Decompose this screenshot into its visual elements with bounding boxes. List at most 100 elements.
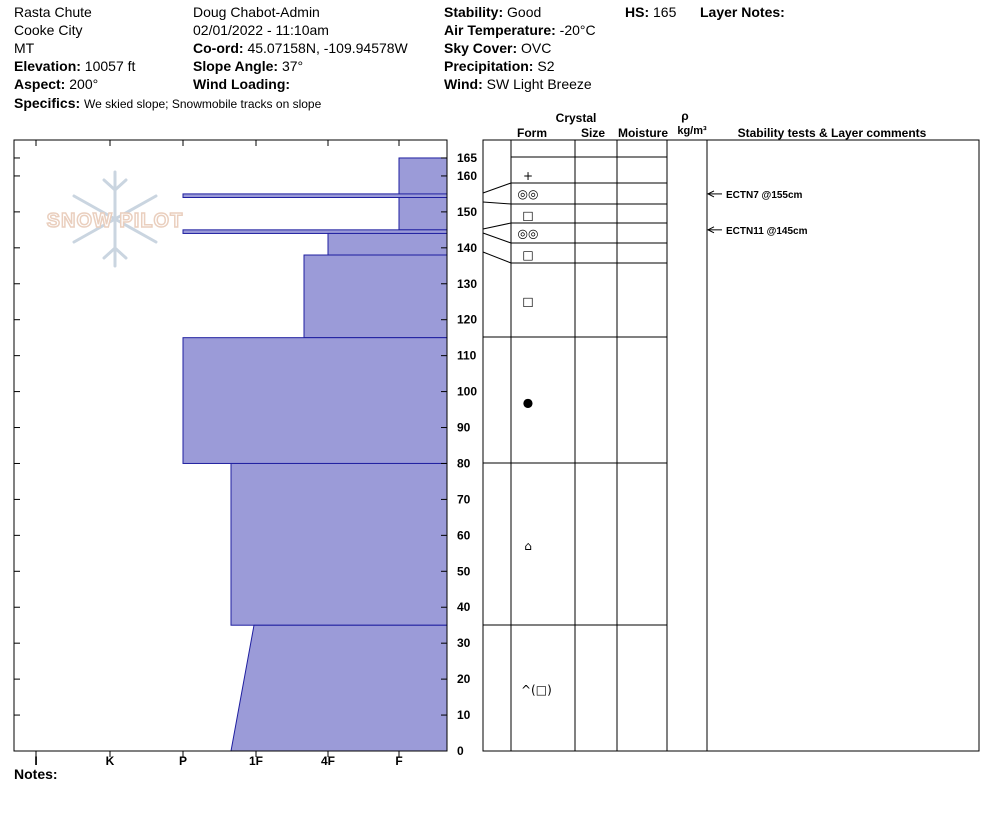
aspect-label: Aspect: bbox=[14, 76, 66, 92]
observation-datetime: 02/01/2022 - 11:10am bbox=[193, 22, 329, 38]
chart-frame bbox=[13, 139, 448, 752]
specifics-label: Specifics: bbox=[14, 95, 81, 111]
sky-label: Sky Cover: bbox=[444, 40, 518, 56]
aspect: Aspect: 200° bbox=[14, 75, 98, 93]
snow-height: HS: 165 bbox=[625, 3, 676, 21]
depth-tick-label: 130 bbox=[457, 277, 477, 291]
hardness-layer bbox=[182, 229, 448, 234]
depth-tick-label: 20 bbox=[457, 672, 471, 686]
grain-form-symbol: ◎◎ bbox=[518, 187, 539, 201]
grain-form-symbol: □ bbox=[522, 248, 533, 262]
hs-label: HS: bbox=[625, 4, 650, 20]
header-crystal: Crystal bbox=[556, 111, 597, 125]
stability-value: Good bbox=[507, 4, 542, 20]
wind-loading-label: Wind Loading: bbox=[193, 76, 291, 92]
depth-tick-label: 50 bbox=[457, 564, 471, 578]
depth-tick-label: 10 bbox=[457, 708, 471, 722]
snowflake-icon bbox=[72, 170, 158, 268]
specifics: Specifics: We skied slope; Snowmobile tr… bbox=[14, 94, 321, 113]
hardness-layer bbox=[303, 254, 448, 339]
stability-label: Stability: bbox=[444, 4, 504, 20]
stability: Stability: Good bbox=[444, 3, 541, 21]
depth-tick-label: 40 bbox=[457, 600, 471, 614]
grain-form-symbol: ^(□) bbox=[521, 683, 552, 697]
sky-value: OVC bbox=[521, 40, 552, 56]
stability-note: ECTN11 @145cm bbox=[726, 226, 808, 237]
depth-tick-label: 120 bbox=[457, 313, 477, 327]
layer-notes: Layer Notes: bbox=[700, 3, 785, 21]
depth-connector bbox=[482, 232, 512, 244]
depth-tick-label: 30 bbox=[457, 636, 471, 650]
observer-name: Doug Chabot-Admin bbox=[193, 4, 320, 20]
snowpilot-logo: SNOW PILOT bbox=[46, 170, 183, 268]
precip-value: S2 bbox=[537, 58, 555, 74]
hs-value: 165 bbox=[653, 4, 677, 20]
table-frame bbox=[482, 139, 980, 752]
depth-tick-label: 90 bbox=[457, 421, 471, 435]
wind: Wind: SW Light Breeze bbox=[444, 75, 592, 93]
hardness-layer bbox=[327, 232, 448, 256]
slope-label: Slope Angle: bbox=[193, 58, 279, 74]
specifics-value: We skied slope; Snowmobile tracks on slo… bbox=[84, 97, 322, 111]
elevation-label: Elevation: bbox=[14, 58, 81, 74]
profile-frame bbox=[13, 139, 448, 752]
layer-notes-label: Layer Notes: bbox=[700, 4, 785, 20]
hardness-tick-label: F bbox=[395, 754, 402, 768]
air-temp-value: -20°C bbox=[559, 22, 596, 38]
arrowhead-icon bbox=[706, 190, 715, 198]
air-temperature: Air Temperature: -20°C bbox=[444, 21, 596, 39]
depth-connector bbox=[482, 222, 512, 230]
layer-table: + ◎◎ □ ◎◎ □ □ ● ⌂ ^(□) ECTN7 @155cm ECTN11 @145cm bbox=[482, 139, 980, 752]
depth-tick-label: 160 bbox=[457, 169, 477, 183]
depth-tick-label: 60 bbox=[457, 528, 471, 542]
notes: Notes: bbox=[14, 765, 58, 783]
depth-tick-label: 0 bbox=[457, 744, 464, 758]
hardness-tick-label: 4F bbox=[321, 754, 335, 768]
arrowhead-icon bbox=[706, 226, 715, 234]
grain-form-symbol: ⌂ bbox=[524, 539, 532, 553]
coordinates: Co-ord: 45.07158N, -109.94578W bbox=[193, 39, 408, 57]
aspect-value: 200° bbox=[69, 76, 99, 92]
hardness-layer bbox=[230, 624, 448, 752]
header-size: Size bbox=[581, 126, 605, 140]
table-headers: Crystal Form Size Moisture ρ kg/m³ Stabi… bbox=[517, 109, 927, 140]
hardness-tick-label: P bbox=[179, 754, 187, 768]
depth-connector bbox=[482, 251, 512, 264]
hardness-layer bbox=[182, 337, 448, 464]
header-density-unit: kg/m³ bbox=[677, 125, 707, 137]
hardness-axis: I K P 1F 4F F bbox=[34, 751, 403, 768]
stability-note: ECTN7 @155cm bbox=[726, 190, 803, 201]
depth-connector bbox=[482, 201, 512, 205]
slope-value: 37° bbox=[281, 58, 304, 74]
depth-tick-label: 110 bbox=[457, 349, 477, 363]
header-stability: Stability tests & Layer comments bbox=[738, 126, 927, 140]
state-name: MT bbox=[14, 40, 35, 56]
grain-form-symbol: ● bbox=[523, 395, 533, 409]
depth-tick-label: 100 bbox=[457, 385, 477, 399]
air-temp-label: Air Temperature: bbox=[444, 22, 556, 38]
hardness-layer bbox=[230, 462, 448, 626]
wind-value: SW Light Breeze bbox=[486, 76, 592, 92]
coord-value: 45.07158N, -109.94578W bbox=[247, 40, 408, 56]
elevation-value: 10057 ft bbox=[84, 58, 136, 74]
depth-connector bbox=[482, 182, 512, 194]
coord-label: Co-ord: bbox=[193, 40, 244, 56]
hardness-tick-label: K bbox=[106, 754, 115, 768]
header-form: Form bbox=[517, 126, 547, 140]
location-name: Rasta Chute bbox=[14, 4, 92, 20]
grain-form-symbol: ◎◎ bbox=[518, 226, 539, 240]
grain-form-symbol: □ bbox=[522, 295, 533, 309]
depth-tick-label: 165 bbox=[457, 151, 477, 165]
slope-angle: Slope Angle: 37° bbox=[193, 57, 303, 75]
hardness-tick-label: 1F bbox=[249, 754, 263, 768]
wind-label: Wind: bbox=[444, 76, 483, 92]
precip-label: Precipitation: bbox=[444, 58, 534, 74]
header-moisture: Moisture bbox=[618, 126, 668, 140]
region-name: Cooke City bbox=[14, 22, 83, 38]
depth-tick-label: 150 bbox=[457, 205, 477, 219]
depth-tick-label: 80 bbox=[457, 456, 471, 470]
elevation: Elevation: 10057 ft bbox=[14, 57, 135, 75]
sky-cover: Sky Cover: OVC bbox=[444, 39, 551, 57]
grain-form-symbol: + bbox=[523, 169, 533, 183]
